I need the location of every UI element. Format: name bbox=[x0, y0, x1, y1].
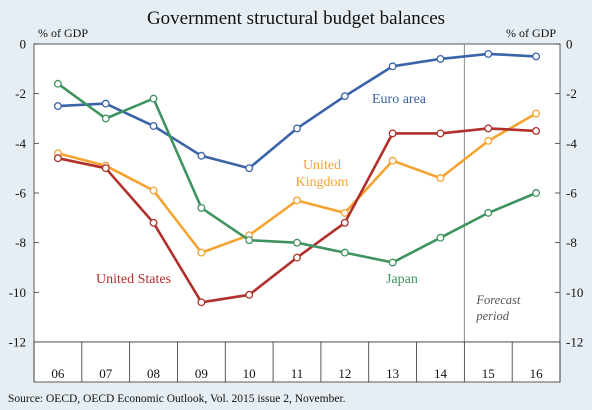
y-tick-label-left: 0 bbox=[20, 37, 27, 52]
data-point bbox=[245, 164, 254, 173]
data-point bbox=[436, 54, 445, 63]
series-label-japan: Japan bbox=[386, 272, 418, 287]
data-point bbox=[149, 94, 158, 103]
data-point bbox=[436, 174, 445, 183]
data-point bbox=[293, 253, 301, 262]
series-euro-area bbox=[53, 49, 541, 173]
y-tick-label-right: -12 bbox=[566, 335, 583, 350]
y-tick-label-left: -6 bbox=[15, 186, 26, 201]
x-tick-label: 07 bbox=[99, 366, 113, 381]
data-point bbox=[532, 189, 541, 197]
series-label-united-kingdom: Kingdom bbox=[296, 175, 349, 190]
data-point bbox=[197, 248, 206, 257]
series-label-united-states: United States bbox=[96, 272, 171, 287]
x-tick-label: 09 bbox=[195, 366, 208, 381]
data-point bbox=[340, 218, 349, 227]
x-tick-label: 11 bbox=[291, 366, 304, 381]
data-point bbox=[532, 52, 541, 61]
data-point bbox=[484, 124, 493, 133]
series-united-kingdom bbox=[53, 109, 541, 257]
y-axis-left: 0 -2 -4 -6 -8 -10 -12 bbox=[9, 37, 39, 350]
y-tick-label-left: -2 bbox=[15, 86, 26, 101]
y-tick-label-left: -12 bbox=[9, 335, 26, 350]
data-point bbox=[340, 248, 349, 257]
source-note: Source: OECD, OECD Economic Outlook, Vol… bbox=[8, 393, 346, 405]
y-tick-label-right: -8 bbox=[566, 235, 577, 250]
data-point bbox=[388, 129, 397, 138]
data-point bbox=[340, 208, 349, 217]
forecast-label: Forecast bbox=[475, 293, 520, 307]
data-point bbox=[149, 121, 158, 130]
data-point bbox=[53, 154, 62, 163]
data-point bbox=[197, 298, 206, 307]
data-point bbox=[532, 126, 541, 135]
data-point bbox=[484, 136, 493, 145]
data-point bbox=[293, 196, 301, 205]
x-tick-label: 14 bbox=[434, 366, 448, 381]
x-tick-label: 12 bbox=[338, 366, 351, 381]
forecast-label: period bbox=[475, 309, 509, 323]
forecast-region: Forecast period bbox=[463, 44, 521, 342]
y-tick-label-right: -10 bbox=[566, 285, 583, 300]
data-point bbox=[532, 109, 541, 118]
y-tick-label-right: -4 bbox=[566, 136, 577, 151]
data-point bbox=[388, 62, 397, 71]
x-tick-label: 13 bbox=[386, 366, 399, 381]
data-point bbox=[53, 102, 62, 111]
x-tick-label: 10 bbox=[243, 366, 256, 381]
x-axis-band bbox=[33, 341, 561, 383]
series-label-united-kingdom: United bbox=[303, 158, 341, 173]
series-labels: Euro area United Kingdom United States Japan bbox=[96, 92, 427, 287]
y-tick-label-left: -10 bbox=[9, 285, 26, 300]
y-axis-label-left: % of GDP bbox=[38, 26, 88, 40]
series-group bbox=[53, 49, 541, 307]
x-tick-label: 06 bbox=[51, 366, 65, 381]
data-point bbox=[436, 129, 445, 138]
data-point bbox=[149, 218, 158, 227]
y-tick-label-right: -2 bbox=[566, 86, 577, 101]
y-tick-label-left: -8 bbox=[15, 235, 26, 250]
data-point bbox=[197, 203, 206, 212]
series-united-states bbox=[53, 124, 541, 307]
x-axis: 06 07 08 09 10 11 12 13 14 15 16 bbox=[33, 341, 561, 383]
data-point bbox=[293, 124, 301, 133]
data-point bbox=[436, 233, 445, 242]
x-tick-label: 08 bbox=[147, 366, 160, 381]
chart-title: Government structural budget balances bbox=[147, 8, 445, 29]
data-point bbox=[484, 49, 493, 58]
y-axis-label-right: % of GDP bbox=[506, 26, 556, 40]
data-point bbox=[388, 258, 397, 267]
data-point bbox=[197, 151, 206, 160]
y-axis-right: 0 -2 -4 -6 -8 -10 -12 bbox=[555, 37, 583, 350]
data-point bbox=[101, 114, 110, 123]
data-point bbox=[340, 92, 349, 101]
x-tick-label: 16 bbox=[530, 366, 544, 381]
x-tick-label: 15 bbox=[482, 366, 495, 381]
data-point bbox=[53, 79, 62, 88]
data-point bbox=[388, 156, 397, 165]
series-label-euro-area: Euro area bbox=[372, 92, 427, 107]
data-point bbox=[293, 238, 301, 247]
data-point bbox=[101, 164, 110, 173]
data-point bbox=[484, 208, 493, 217]
data-point bbox=[149, 186, 158, 195]
data-point bbox=[101, 99, 110, 108]
plot-area bbox=[33, 43, 561, 343]
series-japan bbox=[53, 79, 541, 267]
data-point bbox=[245, 236, 254, 245]
y-tick-label-left: -4 bbox=[15, 136, 26, 151]
y-tick-label-right: -6 bbox=[566, 186, 577, 201]
y-tick-label-right: 0 bbox=[566, 37, 573, 52]
data-point bbox=[245, 290, 254, 299]
